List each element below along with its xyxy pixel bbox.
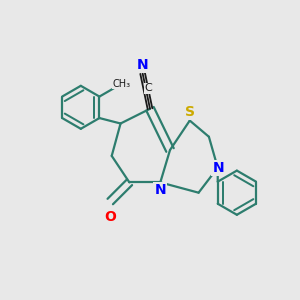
Text: CH₃: CH₃ [112, 79, 131, 89]
Text: N: N [154, 183, 166, 197]
Text: S: S [185, 105, 195, 119]
Text: N: N [137, 58, 148, 72]
Text: N: N [212, 161, 224, 175]
Text: O: O [104, 210, 116, 224]
Text: C: C [145, 83, 152, 93]
